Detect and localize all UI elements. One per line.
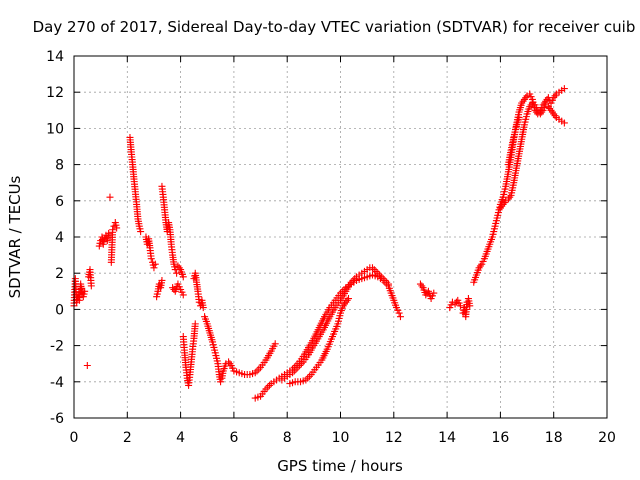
data-point <box>151 260 159 268</box>
data-point <box>173 269 181 277</box>
data-point <box>466 302 474 310</box>
y-tick-label: 6 <box>55 194 64 210</box>
data-point <box>396 313 404 321</box>
grid-lines <box>74 56 607 418</box>
data-point <box>305 372 313 380</box>
data-point <box>199 304 207 312</box>
data-point <box>296 362 304 370</box>
x-tick-label: 20 <box>598 430 616 446</box>
data-point <box>158 276 166 284</box>
data-point <box>83 362 91 370</box>
x-tick-label: 18 <box>545 430 563 446</box>
data-point <box>113 224 121 232</box>
data-point <box>109 226 117 234</box>
data-point <box>264 383 272 391</box>
data-point <box>349 276 357 284</box>
x-tick-label: 2 <box>123 430 132 446</box>
data-point <box>560 85 568 93</box>
data-point <box>81 287 89 295</box>
data-point <box>370 266 378 274</box>
data-point <box>255 365 263 373</box>
y-tick-label: 4 <box>55 230 64 246</box>
x-tick-label: 8 <box>283 430 292 446</box>
y-tick-label: 10 <box>46 121 64 137</box>
x-tick-labels: 0 2 4 6 8 10 12 14 16 18 20 <box>70 430 616 446</box>
y-tick-label: 14 <box>46 49 64 65</box>
data-point <box>560 119 568 127</box>
x-tick-label: 4 <box>176 430 185 446</box>
data-point <box>430 289 438 297</box>
data-point <box>506 193 514 201</box>
data-point <box>179 273 187 281</box>
x-tick-label: 12 <box>385 430 403 446</box>
data-point <box>381 276 389 284</box>
data-point <box>265 381 273 389</box>
x-tick-label: 14 <box>438 430 456 446</box>
data-point <box>217 378 225 386</box>
y-tick-label: 2 <box>55 266 64 282</box>
x-tick-label: 6 <box>229 430 238 446</box>
data-point <box>456 302 464 310</box>
data-point <box>150 264 158 272</box>
data-point <box>294 363 302 371</box>
data-point <box>395 309 403 317</box>
data-point <box>384 280 392 288</box>
y-tick-label: 8 <box>55 158 64 174</box>
data-point <box>106 193 114 201</box>
data-point <box>344 295 352 303</box>
y-tick-label: 0 <box>55 302 64 318</box>
data-point <box>191 320 199 328</box>
data-point <box>290 367 298 375</box>
chart-title: Day 270 of 2017, Sidereal Day-to-day VTE… <box>33 18 636 36</box>
x-tick-label: 16 <box>491 430 509 446</box>
data-point <box>105 229 113 237</box>
y-tick-label: -2 <box>50 339 64 355</box>
data-points <box>70 85 568 402</box>
plot-frame <box>73 55 608 419</box>
y-tick-label: 12 <box>46 85 64 101</box>
data-point <box>377 273 385 281</box>
y-axis-label: SDTVAR / TECUs <box>6 175 24 298</box>
data-point <box>271 340 279 348</box>
data-point <box>179 291 187 299</box>
data-point <box>351 275 359 283</box>
x-tick-label: 10 <box>332 430 350 446</box>
data-point <box>383 278 391 286</box>
y-tick-labels: -6 -4 -2 0 2 4 6 8 10 12 14 <box>46 49 64 427</box>
data-point <box>137 228 145 236</box>
data-point <box>376 271 384 279</box>
data-point <box>515 114 523 122</box>
data-point <box>87 282 95 290</box>
data-point <box>292 365 300 373</box>
y-tick-label: -6 <box>50 411 64 427</box>
x-axis-label: GPS time / hours <box>277 457 403 475</box>
data-point <box>372 267 380 275</box>
data-point <box>147 255 155 263</box>
x-tick-label: 0 <box>70 430 79 446</box>
y-tick-label: -4 <box>50 375 64 391</box>
